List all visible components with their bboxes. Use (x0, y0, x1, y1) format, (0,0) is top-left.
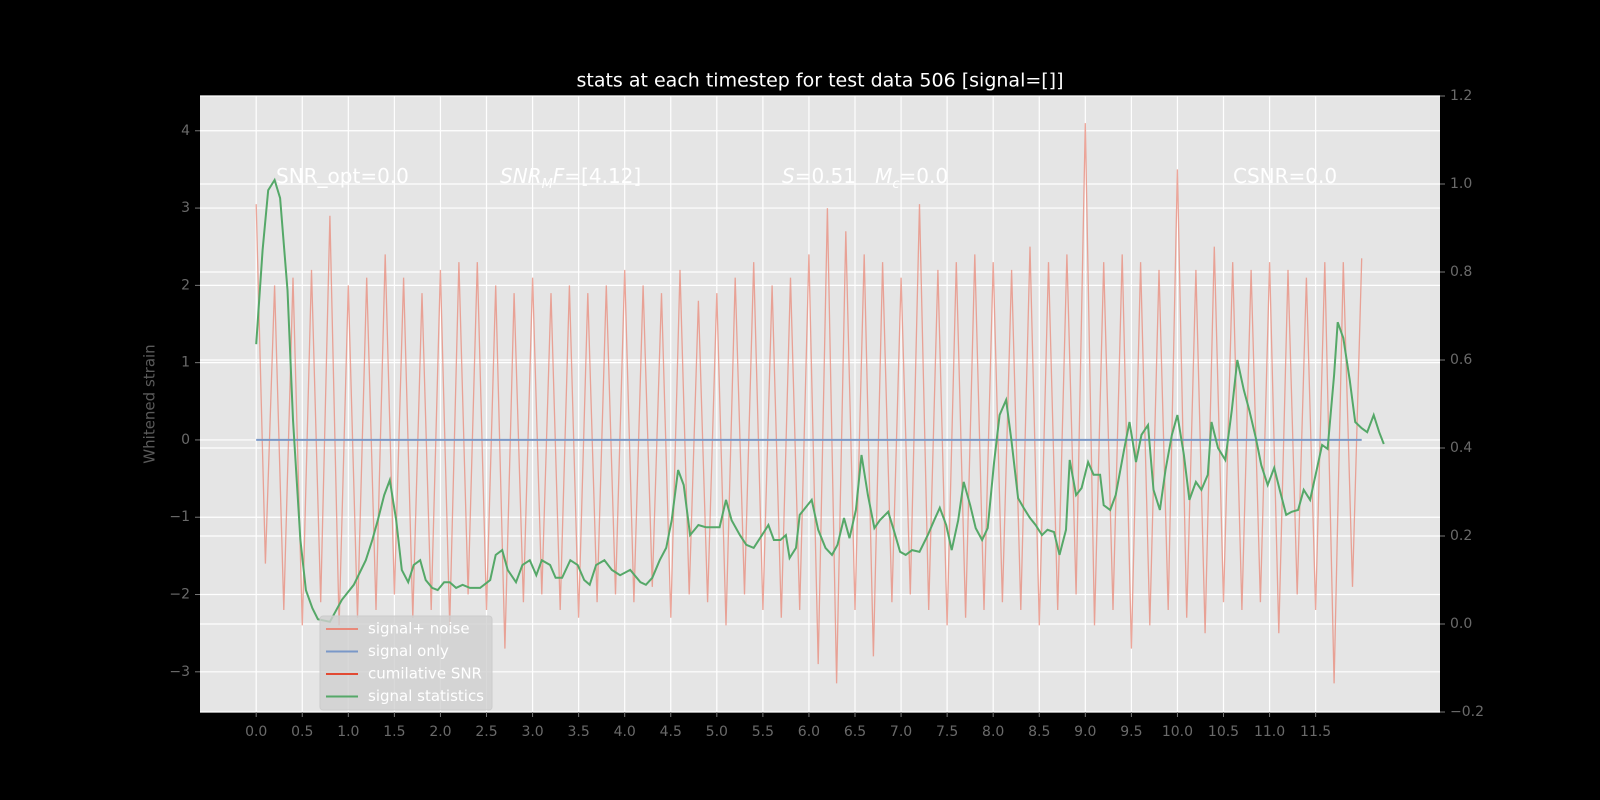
x-tick-label: 0.0 (245, 724, 267, 740)
y-tick-label: −1 (169, 509, 190, 525)
y-tick-label: 2 (181, 277, 190, 293)
annotation-part: S (782, 164, 795, 188)
annotation: SNR_opt=0.0 (276, 164, 409, 188)
legend-box (319, 615, 493, 711)
x-tick-label: 4.0 (614, 724, 636, 740)
x-tick-label: 0.5 (291, 724, 313, 740)
x-tick-label: 8.5 (1028, 724, 1050, 740)
y2-tick-label: 0.4 (1450, 440, 1472, 456)
annotation-part: CSNR=0.0 (1233, 164, 1337, 188)
annotation-part: M (875, 164, 892, 188)
annotation: S=0.51 Mc=0.0 (782, 164, 948, 193)
x-tick-label: 2.5 (475, 724, 497, 740)
x-tick-label: 7.0 (890, 724, 912, 740)
annotation: SNRMF=[4.12] (500, 164, 641, 193)
y-tick-label: 0 (181, 432, 190, 448)
x-tick-label: 5.0 (706, 724, 728, 740)
y2-tick-label: 0.2 (1450, 528, 1472, 544)
x-tick-label: 9.0 (1074, 724, 1096, 740)
annotation-part: SNR (500, 164, 542, 188)
x-tick-label: 1.0 (337, 724, 359, 740)
annotation-part: =0.51 (795, 164, 875, 188)
y-tick-label: −2 (169, 587, 190, 603)
y2-tick-label: 0.0 (1450, 616, 1472, 632)
x-tick-label: 11.0 (1254, 724, 1285, 740)
legend-label: signal only (368, 642, 449, 660)
x-tick-label: 11.5 (1300, 724, 1331, 740)
x-tick-label: 9.5 (1120, 724, 1142, 740)
x-tick-label: 3.0 (521, 724, 543, 740)
series-line (255, 177, 1385, 623)
y2-tick-label: 1.2 (1450, 88, 1472, 104)
x-tick-label: 10.5 (1208, 724, 1239, 740)
annotation-part: =0.0 (900, 164, 949, 188)
legend-label: signal statistics (368, 687, 484, 705)
y-tick-label: 3 (181, 200, 190, 216)
annotation-part: M (542, 177, 553, 192)
x-tick-label: 1.5 (383, 724, 405, 740)
series-line (255, 123, 1363, 684)
x-tick-label: 5.5 (752, 724, 774, 740)
annotation-part: c (892, 177, 899, 192)
x-tick-label: 6.0 (798, 724, 820, 740)
annotation-part: F (553, 164, 565, 188)
x-tick-label: 3.5 (568, 724, 590, 740)
x-tick-label: 8.0 (982, 724, 1004, 740)
y-tick-label: 4 (181, 123, 190, 139)
y2-tick-label: −0.2 (1450, 704, 1484, 720)
legend-label: cumilative SNR (368, 665, 482, 683)
y2-tick-label: 1.0 (1450, 176, 1472, 192)
y2-tick-label: 0.8 (1450, 264, 1472, 280)
legend-label: signal+ noise (368, 620, 470, 638)
y-tick-label: 1 (181, 355, 190, 371)
y2-tick-label: 0.6 (1450, 352, 1472, 368)
y-tick-label: −3 (169, 664, 190, 680)
x-tick-label: 4.5 (660, 724, 682, 740)
x-tick-label: 2.0 (429, 724, 451, 740)
annotation-part: SNR_opt=0.0 (276, 164, 409, 188)
y-axis-label: Whitened strain (141, 344, 159, 463)
chart-title: stats at each timestep for test data 506… (576, 70, 1063, 92)
annotation: CSNR=0.0 (1233, 164, 1337, 188)
x-tick-label: 6.5 (844, 724, 866, 740)
x-tick-label: 10.0 (1162, 724, 1193, 740)
x-tick-label: 7.5 (936, 724, 958, 740)
annotation-part: =[4.12] (564, 164, 641, 188)
